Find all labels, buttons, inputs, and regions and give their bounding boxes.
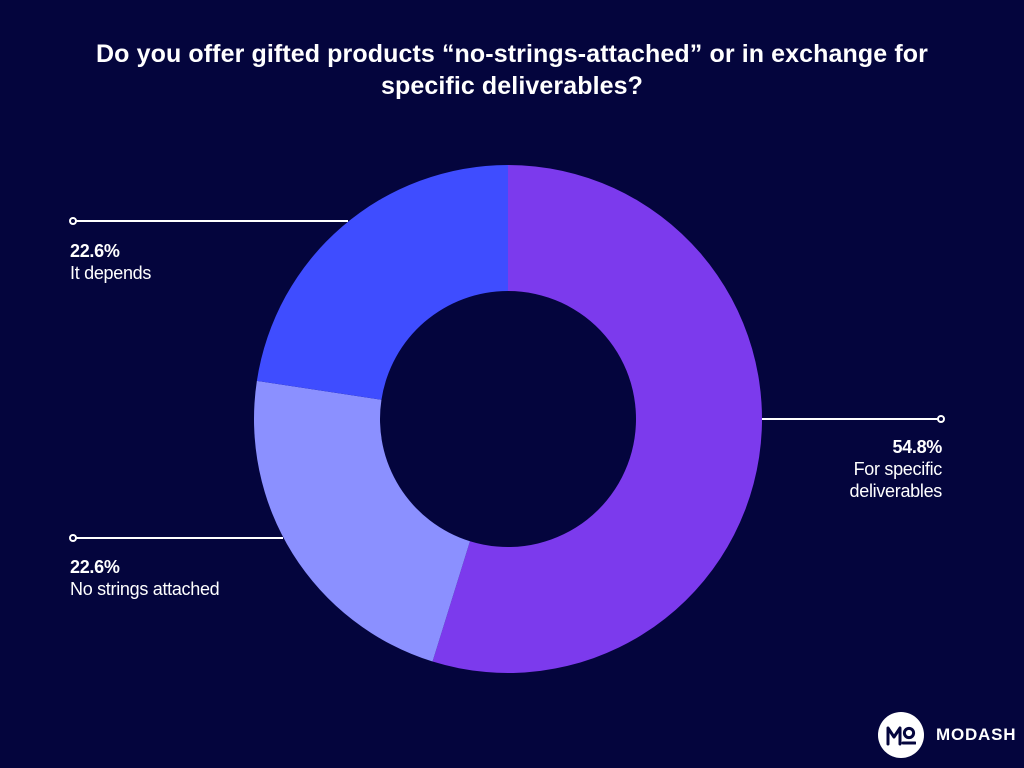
- leader-end-marker: [69, 534, 77, 542]
- leader-end-marker: [937, 415, 945, 423]
- chart-title: Do you offer gifted products “no-strings…: [96, 40, 928, 100]
- donut-slice-it-depends: [256, 165, 508, 400]
- donut-slice-for-specific-deliverables: [432, 165, 763, 673]
- brand-name: MODASH: [936, 725, 1017, 744]
- label-no-strings-attached: 22.6% No strings attached: [70, 556, 220, 600]
- slice-value-label: 22.6%: [70, 241, 120, 261]
- slice-name-line: No strings attached: [70, 579, 220, 599]
- slice-name-line: deliverables: [849, 481, 943, 501]
- donut-slice-no-strings-attached: [253, 380, 470, 662]
- mo-logo-mark: [886, 726, 916, 746]
- modash-logo-icon: [878, 712, 924, 758]
- brand: MODASH: [878, 712, 1016, 758]
- leader-end-marker: [69, 217, 77, 225]
- label-it-depends: 22.6% It depends: [70, 240, 151, 284]
- label-for-specific-deliverables: 54.8% For specific deliverables: [849, 436, 943, 502]
- slice-name-line: For specific: [853, 459, 943, 479]
- slice-value-label: 54.8%: [892, 437, 942, 457]
- slice-name-line: It depends: [70, 263, 152, 283]
- slice-value-label: 22.6%: [70, 557, 120, 577]
